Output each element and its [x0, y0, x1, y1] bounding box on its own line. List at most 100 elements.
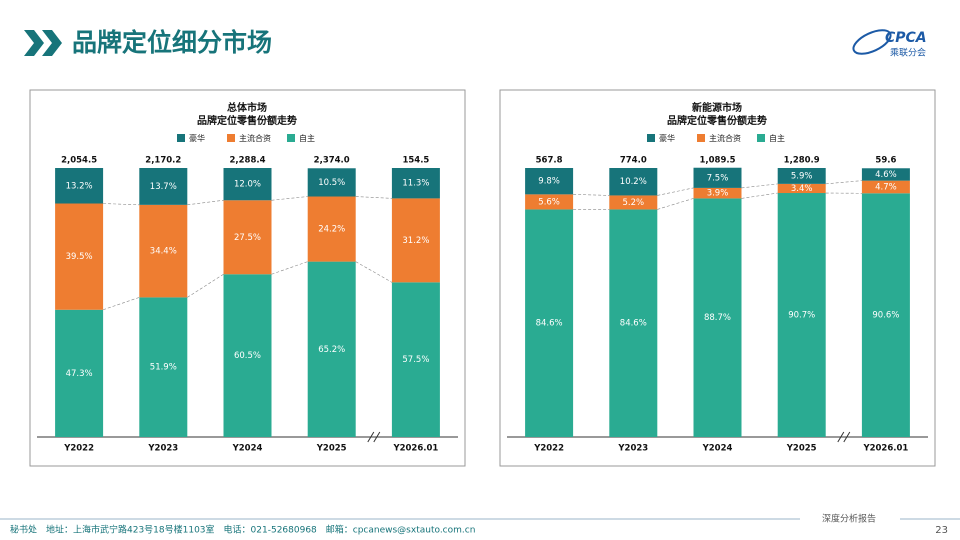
- x-tick-label: Y2022: [63, 444, 94, 454]
- chevron: [42, 30, 62, 56]
- legend-swatch: [287, 134, 295, 142]
- connector: [657, 187, 694, 196]
- value-label: 5.9%: [791, 171, 813, 181]
- bar-segment: [307, 168, 356, 197]
- page-title: 品牌定位细分市场: [72, 28, 272, 57]
- value-label: 90.6%: [872, 311, 899, 321]
- total-label: 59.6: [875, 156, 896, 166]
- value-label: 10.5%: [318, 178, 345, 188]
- connector: [741, 192, 778, 199]
- connector: [271, 261, 308, 275]
- value-label: 13.7%: [150, 182, 177, 192]
- legend-swatch: [647, 134, 655, 142]
- bar-segment: [55, 203, 104, 310]
- bar-segment: [223, 274, 272, 437]
- chart-subtitle: 品牌定位零售份额走势: [197, 114, 297, 127]
- connector: [187, 274, 224, 298]
- total-label: 567.8: [536, 156, 563, 166]
- bar-segment: [139, 168, 188, 205]
- x-tick-label: Y2025: [316, 444, 347, 454]
- x-tick-label: Y2023: [147, 444, 178, 454]
- legend-label: 自主: [769, 133, 785, 143]
- legend-label: 自主: [299, 133, 315, 143]
- bar-segment: [525, 168, 574, 195]
- footer-report: 深度分析报告: [822, 513, 876, 525]
- connector: [355, 261, 393, 283]
- value-label: 5.6%: [538, 197, 560, 207]
- value-label: 65.2%: [318, 345, 345, 355]
- logo-text: CPCA: [885, 30, 927, 46]
- value-label: 27.5%: [234, 233, 261, 243]
- x-tick-label: Y2023: [617, 444, 648, 454]
- bar-segment: [777, 193, 826, 437]
- value-label: 31.2%: [402, 236, 429, 246]
- bar-segment: [391, 282, 440, 437]
- legend-swatch: [177, 134, 185, 142]
- value-label: 51.9%: [150, 363, 177, 373]
- connector: [271, 196, 308, 201]
- axis-break: [367, 431, 375, 443]
- total-label: 2,054.5: [61, 156, 97, 166]
- bar-segment: [55, 168, 104, 204]
- total-label: 2,170.2: [145, 156, 181, 166]
- x-tick-label: Y2024: [232, 444, 263, 454]
- value-label: 10.2%: [620, 177, 647, 187]
- value-label: 9.8%: [538, 177, 560, 187]
- bar-segment: [223, 168, 272, 201]
- legend-label: 豪华: [189, 133, 205, 143]
- legend-swatch: [697, 134, 705, 142]
- connector: [103, 297, 140, 311]
- logo-mark: [852, 29, 892, 55]
- axis-break: [843, 431, 851, 443]
- footer-address: 秘书处 地址：上海市武宁路423号18号楼1103室 电话：021-526809…: [10, 524, 475, 536]
- chart-title: 新能源市场: [692, 101, 742, 114]
- connector: [103, 203, 140, 206]
- value-label: 12.0%: [234, 180, 261, 190]
- legend-label: 豪华: [659, 133, 675, 143]
- bar-segment: [609, 209, 658, 437]
- total-label: 154.5: [402, 156, 429, 166]
- value-label: 7.5%: [707, 173, 729, 183]
- bar-segment: [777, 183, 826, 194]
- value-label: 5.2%: [622, 198, 644, 208]
- value-label: 57.5%: [402, 355, 429, 365]
- bar-segment: [609, 195, 658, 210]
- value-label: 84.6%: [536, 319, 563, 329]
- chart-subtitle: 品牌定位零售份额走势: [667, 114, 767, 127]
- x-tick-label: Y2024: [702, 444, 733, 454]
- legend-swatch: [227, 134, 235, 142]
- legend-label: 主流合资: [709, 133, 741, 143]
- bar-segment: [861, 193, 910, 437]
- chevron: [24, 30, 44, 56]
- bar-segment: [139, 204, 188, 298]
- panel: [29, 89, 466, 467]
- bar-segment: [391, 168, 440, 199]
- bar-segment: [693, 198, 742, 437]
- connector: [657, 198, 694, 210]
- value-label: 4.6%: [875, 170, 897, 180]
- bar-segment: [693, 187, 742, 199]
- value-label: 34.4%: [150, 247, 177, 257]
- value-label: 39.5%: [66, 252, 93, 262]
- value-label: 47.3%: [66, 369, 93, 379]
- legend-swatch: [757, 134, 765, 142]
- bar-segment: [861, 180, 910, 194]
- connector: [825, 180, 862, 185]
- value-label: 4.7%: [875, 182, 897, 192]
- connector: [741, 183, 778, 189]
- axis-break: [837, 431, 845, 443]
- bar-segment: [307, 196, 356, 262]
- value-label: 3.9%: [707, 189, 729, 199]
- bar-segment: [139, 297, 188, 437]
- chart-title: 总体市场: [227, 101, 267, 114]
- connector: [573, 194, 610, 196]
- connector: [187, 199, 224, 206]
- value-label: 90.7%: [788, 311, 815, 321]
- connector: [355, 196, 392, 199]
- bar-segment: [55, 309, 104, 437]
- value-label: 24.2%: [318, 225, 345, 235]
- value-label: 13.2%: [66, 181, 93, 191]
- total-label: 1,280.9: [784, 156, 820, 166]
- legend-label: 主流合资: [239, 133, 271, 143]
